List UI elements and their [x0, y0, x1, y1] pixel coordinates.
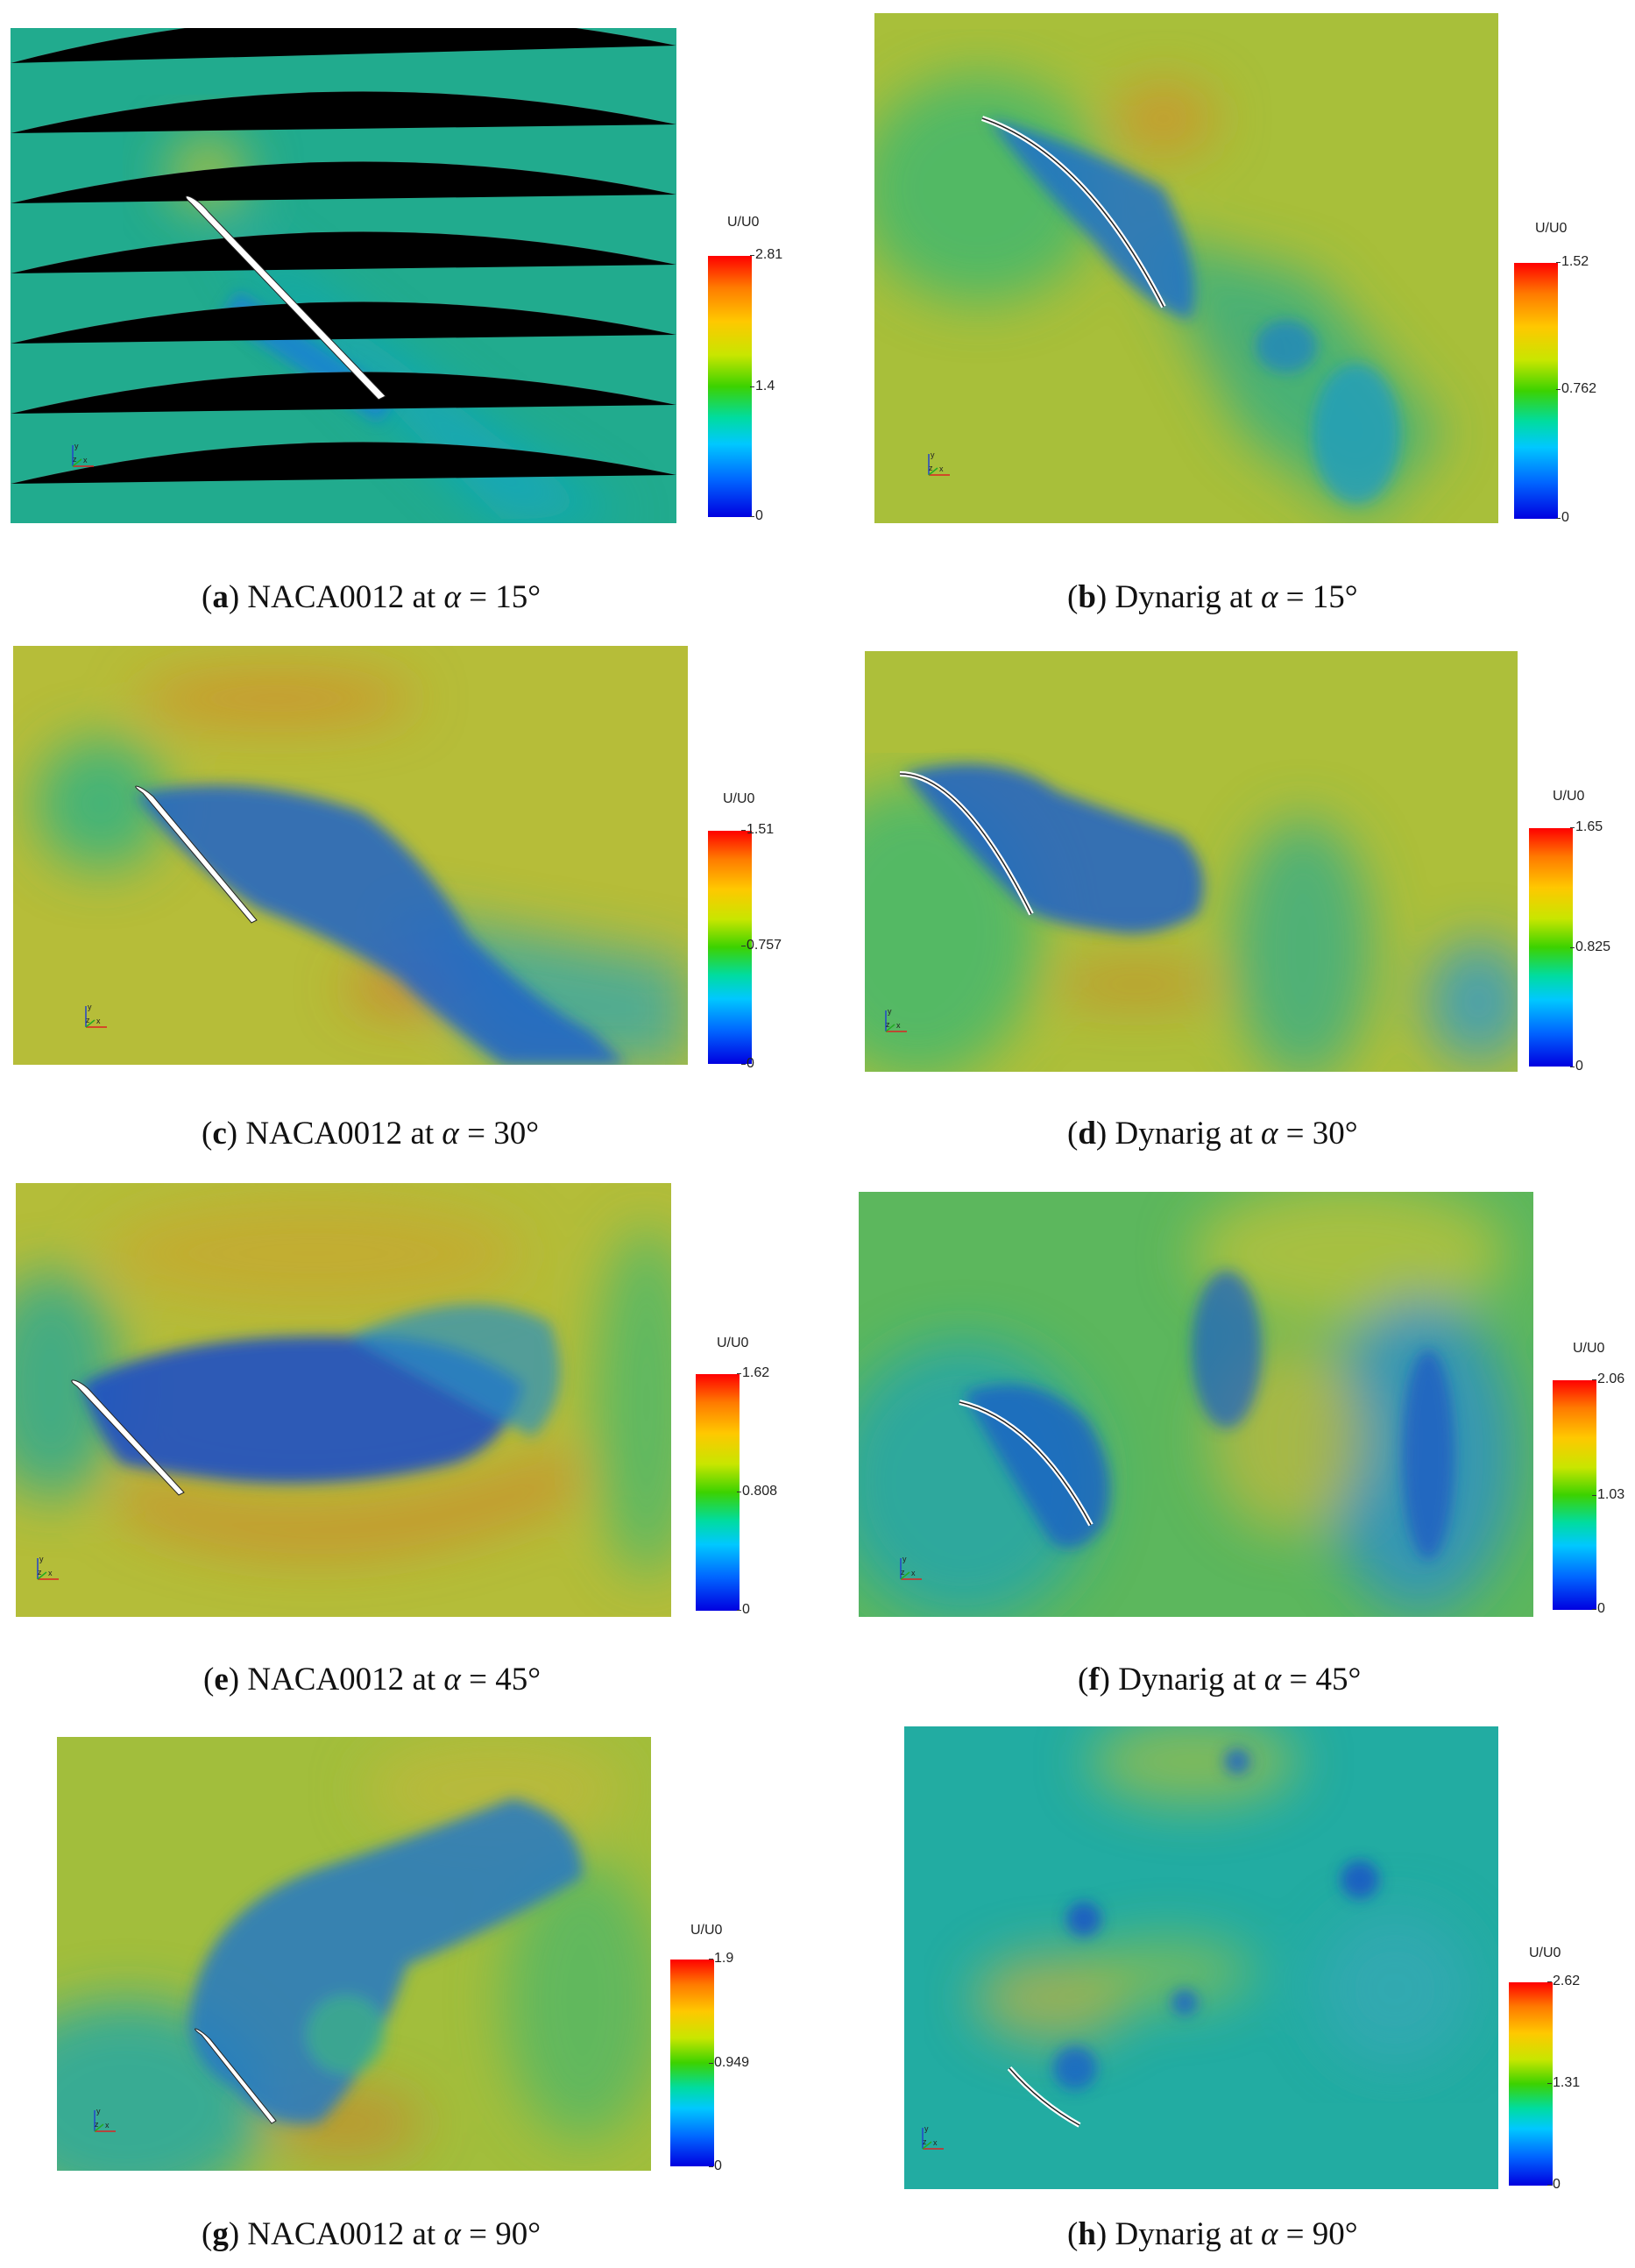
svg-text:y: y	[88, 1003, 92, 1011]
colorbar-max-c: 1.51	[740, 822, 775, 837]
flow-plot-g	[57, 1737, 651, 2171]
svg-text:z: z	[95, 2120, 99, 2129]
colorbar-title-f: U/U0	[1573, 1341, 1605, 1356]
colorbar-min-e: 0	[737, 1602, 750, 1617]
svg-text:x: x	[96, 1017, 101, 1025]
svg-text:y: y	[96, 2107, 101, 2116]
svg-text:z: z	[923, 2137, 927, 2146]
svg-text:z: z	[886, 1020, 890, 1029]
caption-e: (e) NACA0012 at α = 45°	[203, 1662, 541, 1697]
colorbar-c	[708, 831, 752, 1064]
flow-plot-h	[904, 1726, 1498, 2189]
svg-text:z: z	[929, 464, 933, 472]
caption-c: (c) NACA0012 at α = 30°	[202, 1116, 539, 1152]
caption-g: (g) NACA0012 at α = 90°	[202, 2216, 541, 2252]
colorbar-title-b: U/U0	[1535, 221, 1568, 236]
svg-text:x: x	[939, 464, 944, 473]
axes-triad-icon: x y z	[37, 1555, 59, 1580]
colorbar-max-a: 2.81	[749, 247, 783, 262]
colorbar-mid-a: 1.4	[749, 379, 775, 393]
colorbar-title-h: U/U0	[1529, 1946, 1561, 1960]
flow-plot-c	[13, 646, 688, 1065]
colorbar-title-g: U/U0	[690, 1923, 723, 1938]
svg-text:x: x	[911, 1569, 916, 1577]
colorbar-min-d: 0	[1570, 1059, 1583, 1074]
colorbar-min-a: 0	[750, 508, 763, 523]
colorbar-h	[1509, 1982, 1553, 2186]
colorbar-min-f: 0	[1592, 1601, 1605, 1616]
flow-plot-a	[11, 28, 676, 523]
colorbar-max-b: 1.52	[1555, 254, 1589, 269]
axes-triad-icon: x y z	[94, 2107, 116, 2132]
svg-text:x: x	[105, 2121, 110, 2130]
colorbar-mid-d: 0.825	[1569, 939, 1611, 954]
axes-triad-icon: x y z	[85, 1003, 107, 1028]
axes-triad-icon: x y z	[922, 2124, 944, 2150]
colorbar-max-d: 1.65	[1569, 819, 1603, 834]
axes-triad-icon: x y z	[72, 442, 94, 467]
colorbar-title-e: U/U0	[717, 1336, 749, 1350]
colorbar-min-c: 0	[741, 1056, 754, 1071]
svg-text:z: z	[901, 1568, 905, 1577]
svg-text:y: y	[74, 442, 79, 450]
axes-triad-icon: x y z	[900, 1555, 922, 1580]
colorbar-mid-c: 0.757	[740, 938, 782, 953]
colorbar-e	[696, 1374, 740, 1611]
svg-text:y: y	[902, 1555, 907, 1563]
colorbar-mid-e: 0.808	[736, 1484, 778, 1499]
colorbar-max-e: 1.62	[736, 1365, 770, 1380]
svg-text:z: z	[86, 1016, 90, 1024]
colorbar-min-h: 0	[1547, 2177, 1561, 2192]
colorbar-max-f: 2.06	[1591, 1371, 1625, 1386]
colorbar-title-a: U/U0	[727, 215, 760, 230]
flow-plot-e	[16, 1183, 671, 1617]
colorbar-mid-h: 1.31	[1547, 2075, 1581, 2090]
colorbar-title-c: U/U0	[723, 791, 755, 806]
colorbar-max-h: 2.62	[1547, 1974, 1581, 1988]
svg-text:y: y	[931, 450, 935, 459]
colorbar-f	[1553, 1380, 1596, 1610]
flow-plot-b	[874, 13, 1498, 523]
colorbar-max-g: 1.9	[708, 1951, 734, 1966]
colorbar-mid-b: 0.762	[1555, 381, 1597, 396]
axes-triad-icon: x y z	[885, 1007, 907, 1032]
caption-f: (f) Dynarig at α = 45°	[1078, 1662, 1362, 1697]
svg-text:y: y	[888, 1007, 892, 1016]
svg-text:z: z	[73, 455, 77, 464]
flow-plot-d	[865, 651, 1518, 1072]
svg-text:x: x	[48, 1569, 53, 1577]
caption-b: (b) Dynarig at α = 15°	[1067, 579, 1358, 615]
svg-text:x: x	[896, 1021, 901, 1030]
colorbar-a	[708, 256, 752, 517]
axes-triad-icon: x y z	[928, 450, 950, 476]
colorbar-d	[1529, 828, 1573, 1067]
svg-text:x: x	[83, 456, 88, 464]
caption-h: (h) Dynarig at α = 90°	[1067, 2216, 1358, 2252]
colorbar-mid-g: 0.949	[708, 2055, 750, 2070]
caption-d: (d) Dynarig at α = 30°	[1067, 1116, 1358, 1152]
colorbar-g	[670, 1960, 714, 2166]
colorbar-title-d: U/U0	[1553, 789, 1585, 804]
svg-text:y: y	[924, 2124, 929, 2133]
caption-a: (a) NACA0012 at α = 15°	[202, 579, 541, 615]
colorbar-b	[1514, 263, 1558, 519]
colorbar-min-b: 0	[1556, 510, 1569, 525]
colorbar-min-g: 0	[709, 2158, 722, 2173]
flow-plot-f	[859, 1192, 1533, 1617]
svg-text:x: x	[933, 2138, 938, 2147]
svg-text:y: y	[39, 1555, 44, 1563]
svg-text:z: z	[38, 1568, 42, 1577]
colorbar-mid-f: 1.03	[1591, 1487, 1625, 1502]
